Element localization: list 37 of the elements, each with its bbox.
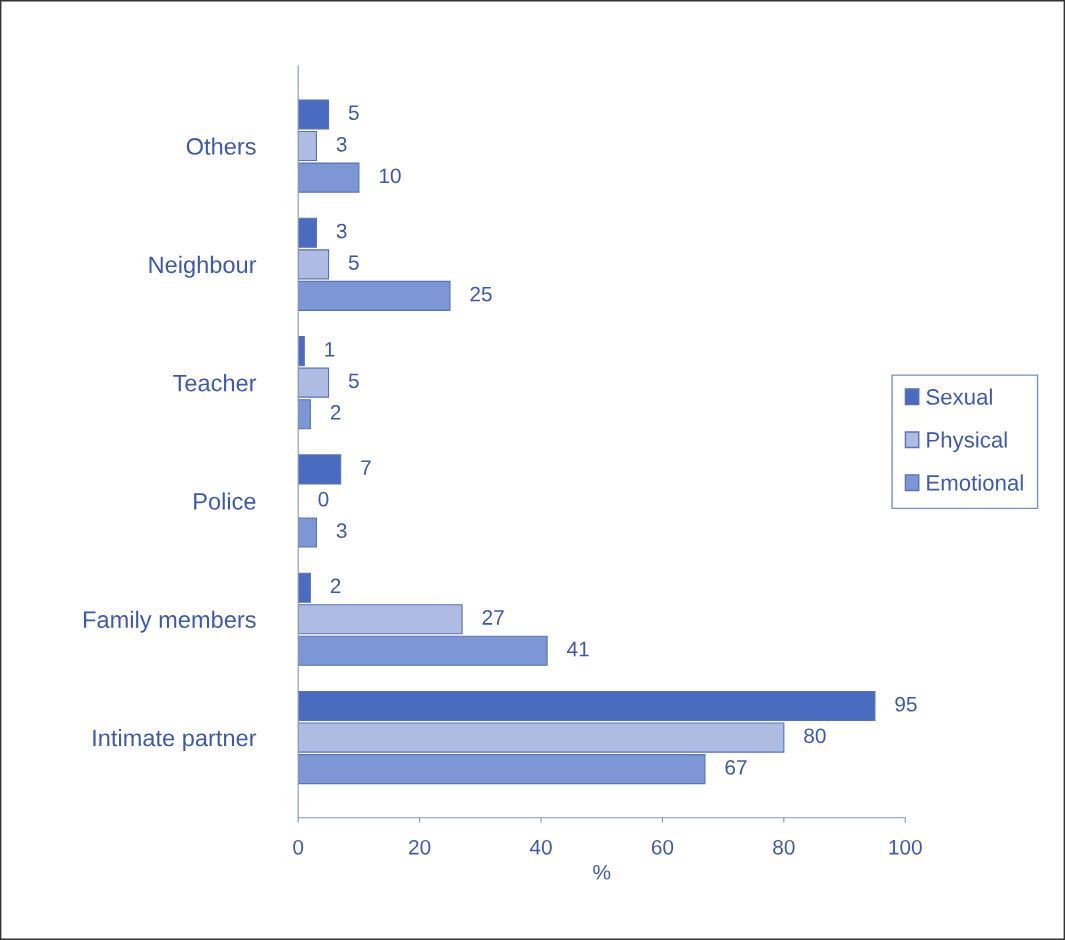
data-label: 10: [379, 168, 401, 184]
x-tick-label: 40: [529, 839, 552, 855]
y-tick-label: Intimate partner: [93, 729, 257, 752]
data-label: 41: [567, 641, 589, 657]
data-label: 7: [361, 460, 371, 475]
y-tick-label: Police: [194, 492, 256, 510]
data-label: 0: [318, 491, 329, 507]
bar: [298, 517, 317, 548]
x-tick-label: 20: [409, 839, 431, 855]
bar: [298, 454, 342, 485]
legend-label: Sexual: [926, 388, 992, 405]
data-label: 3: [336, 136, 347, 152]
data-label: 1: [325, 342, 335, 357]
y-tick-label: Teacher: [173, 374, 257, 392]
data-label: 25: [470, 286, 492, 302]
data-label: 3: [336, 523, 347, 539]
data-label: 2: [330, 578, 341, 594]
data-label: 95: [895, 696, 917, 712]
data-label: 80: [804, 728, 826, 744]
x-tick-label: 60: [651, 839, 674, 855]
data-label: 2: [330, 405, 341, 420]
x-tick-label: 0: [293, 839, 304, 855]
data-label: 67: [725, 759, 747, 775]
x-tick-label: 80: [773, 839, 795, 855]
x-tick-label: 100: [889, 839, 922, 855]
y-tick-label: Others: [186, 137, 256, 155]
y-tick-label: Neighbour: [149, 255, 257, 278]
data-label: 3: [336, 223, 347, 239]
y-tick-label: Family members: [84, 610, 256, 633]
data-label: 27: [482, 610, 504, 625]
bar: [298, 635, 548, 666]
legend-label: Physical: [927, 431, 1007, 453]
data-label: 5: [348, 105, 359, 121]
legend-label: Emotional: [927, 474, 1023, 491]
x-axis-title: %: [593, 864, 611, 880]
data-label: 5: [348, 255, 359, 270]
data-label: 5: [348, 373, 359, 389]
